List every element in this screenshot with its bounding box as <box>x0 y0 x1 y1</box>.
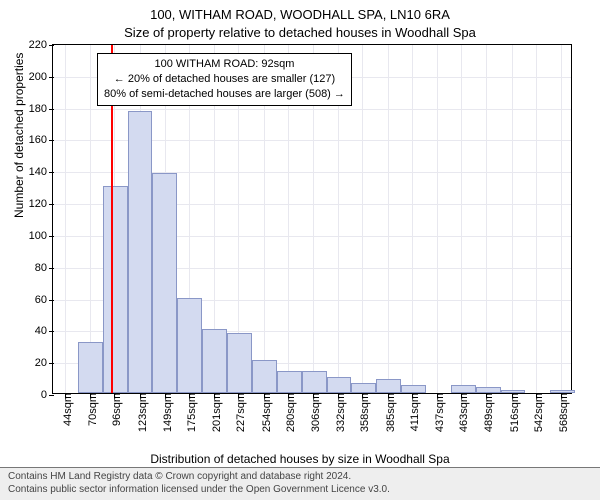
x-tick-label: 332sqm <box>329 393 347 432</box>
gridline-v <box>65 45 66 393</box>
gridline-v <box>486 45 487 393</box>
gridline-v <box>512 45 513 393</box>
plot-region: 02040608010012014016018020022044sqm70sqm… <box>52 44 572 394</box>
y-tick-label: 120 <box>29 198 53 210</box>
histogram-bar <box>550 390 575 393</box>
y-tick-label: 60 <box>35 294 53 306</box>
chart-area: 02040608010012014016018020022044sqm70sqm… <box>52 44 572 394</box>
y-tick-label: 180 <box>29 103 53 115</box>
x-tick-label: 358sqm <box>353 393 371 432</box>
histogram-bar <box>401 385 426 393</box>
gridline-v <box>461 45 462 393</box>
x-tick-label: 70sqm <box>81 393 99 426</box>
histogram-bar <box>476 387 501 393</box>
annotation-line: 80% of semi-detached houses are larger (… <box>104 87 345 102</box>
y-tick-label: 40 <box>35 325 53 337</box>
y-axis-label: Number of detached properties <box>12 53 26 218</box>
histogram-bar <box>451 385 476 393</box>
histogram-bar <box>152 173 177 393</box>
y-tick-label: 140 <box>29 166 53 178</box>
x-axis-label: Distribution of detached houses by size … <box>0 452 600 466</box>
x-tick-label: 227sqm <box>229 393 247 432</box>
x-tick-label: 463sqm <box>452 393 470 432</box>
histogram-bar <box>302 371 327 393</box>
y-tick-label: 160 <box>29 134 53 146</box>
y-tick-label: 80 <box>35 262 53 274</box>
histogram-bar <box>277 371 302 393</box>
y-tick-label: 100 <box>29 230 53 242</box>
gridline-v <box>388 45 389 393</box>
x-tick-label: 306sqm <box>304 393 322 432</box>
gridline-v <box>561 45 562 393</box>
x-tick-label: 437sqm <box>428 393 446 432</box>
histogram-bar <box>376 379 401 393</box>
x-tick-label: 254sqm <box>255 393 273 432</box>
y-tick-label: 200 <box>29 71 53 83</box>
histogram-bar <box>78 342 103 393</box>
footer-line2: Contains public sector information licen… <box>8 484 592 497</box>
histogram-bar <box>202 329 227 393</box>
histogram-bar <box>128 111 153 393</box>
histogram-bar <box>103 186 128 393</box>
x-tick-label: 175sqm <box>180 393 198 432</box>
x-tick-label: 280sqm <box>279 393 297 432</box>
x-tick-label: 542sqm <box>527 393 545 432</box>
gridline-v <box>412 45 413 393</box>
gridline-h <box>53 109 571 110</box>
footer-line1: Contains HM Land Registry data © Crown c… <box>8 471 592 484</box>
gridline-v <box>536 45 537 393</box>
histogram-bar <box>252 360 277 393</box>
annotation-box: 100 WITHAM ROAD: 92sqm← 20% of detached … <box>97 53 352 106</box>
gridline-v <box>362 45 363 393</box>
x-tick-label: 516sqm <box>503 393 521 432</box>
chart-title-line1: 100, WITHAM ROAD, WOODHALL SPA, LN10 6RA <box>0 6 600 24</box>
x-tick-label: 96sqm <box>105 393 123 426</box>
x-tick-label: 44sqm <box>56 393 74 426</box>
chart-title-line2: Size of property relative to detached ho… <box>0 24 600 42</box>
annotation-line: ← 20% of detached houses are smaller (12… <box>104 72 345 87</box>
histogram-bar <box>327 377 352 393</box>
x-tick-label: 385sqm <box>379 393 397 432</box>
x-tick-label: 568sqm <box>552 393 570 432</box>
attribution-footer: Contains HM Land Registry data © Crown c… <box>0 467 600 500</box>
annotation-line: 100 WITHAM ROAD: 92sqm <box>104 57 345 72</box>
gridline-v <box>90 45 91 393</box>
x-tick-label: 489sqm <box>477 393 495 432</box>
histogram-bar <box>227 333 252 393</box>
y-tick-label: 0 <box>41 389 53 401</box>
histogram-bar <box>351 383 376 393</box>
gridline-v <box>437 45 438 393</box>
histogram-bar <box>177 298 202 393</box>
x-tick-label: 149sqm <box>156 393 174 432</box>
chart-title-block: 100, WITHAM ROAD, WOODHALL SPA, LN10 6RA… <box>0 0 600 41</box>
histogram-bar <box>501 390 526 393</box>
x-tick-label: 201sqm <box>205 393 223 432</box>
y-tick-label: 20 <box>35 357 53 369</box>
x-tick-label: 411sqm <box>403 393 421 431</box>
y-tick-label: 220 <box>29 39 53 51</box>
x-tick-label: 123sqm <box>131 393 149 432</box>
